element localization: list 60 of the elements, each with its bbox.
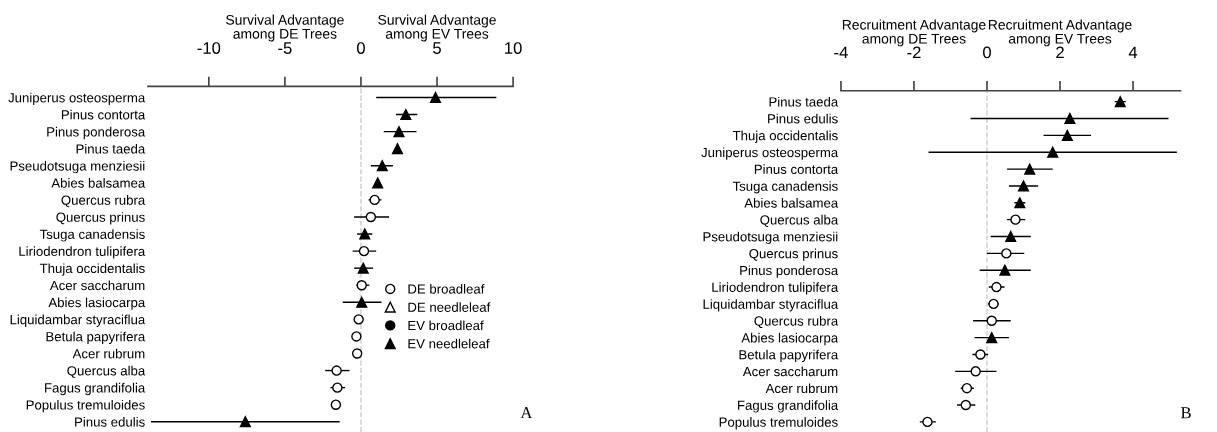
- y-tick-label: Tsuga canadensis: [39, 229, 145, 242]
- y-tick-label: Tsuga canadensis: [732, 181, 838, 194]
- y-tick-label: Populus tremuloides: [719, 417, 838, 430]
- x-tick-label: 5: [433, 42, 441, 54]
- text: Recruitment Advantage among EV Trees: [988, 19, 1132, 47]
- y-tick-label: Thuja occidentalis: [39, 263, 145, 276]
- x-tick-label: -2: [907, 46, 921, 59]
- y-tick-label: Quercus prinus: [749, 248, 838, 261]
- legend-label: EV broadleaf: [408, 320, 484, 331]
- y-tick-label: Pinus taeda: [76, 143, 146, 154]
- y-tick-label: Acer saccharum: [742, 366, 838, 377]
- y-tick-label: Populus tremuloides: [26, 399, 145, 413]
- text: Survival Advantage among DE Trees: [226, 14, 344, 42]
- x-tick-label: 2: [1056, 46, 1064, 59]
- legend-label: DE needleleaf: [408, 302, 491, 312]
- y-tick-label: Betula papyrifera: [739, 349, 839, 362]
- y-tick-label: Abies balsamea: [51, 178, 146, 188]
- y-tick-label: Quercus rubra: [754, 315, 839, 329]
- y-tick-label: Pinus ponderosa: [740, 265, 839, 278]
- y-tick-label: Acer rubrum: [765, 383, 838, 394]
- y-tick-label: Pseudotsuga menziesii: [10, 160, 145, 174]
- legend-label: DE broadleaf: [408, 283, 485, 294]
- x-tick-label: 10: [505, 42, 522, 54]
- legend-label: EV needleleaf: [408, 338, 490, 349]
- y-tick-label: Pinus taeda: [769, 96, 839, 107]
- y-tick-label: Quercus alba: [760, 214, 839, 227]
- y-tick-label: Pseudotsuga menziesii: [703, 231, 838, 245]
- y-tick-label: Liriodendron tulipifera: [19, 246, 146, 259]
- y-tick-label: Liquidambar styraciflua: [10, 314, 146, 327]
- text: A: [520, 407, 533, 419]
- y-tick-label: Pinus contorta: [61, 109, 146, 120]
- y-tick-label: Acer saccharum: [49, 280, 145, 291]
- y-tick-label: Liquidambar styraciflua: [703, 299, 839, 312]
- text: Recruitment Advantage among DE Trees: [842, 19, 986, 47]
- x-tick-label: 0: [983, 46, 991, 59]
- y-tick-label: Acer rubrum: [72, 348, 145, 359]
- x-tick-label: 4: [1128, 46, 1138, 59]
- y-tick-label: Thuja occidentalis: [732, 130, 838, 143]
- y-tick-label: Abies lasiocarpa: [741, 332, 839, 346]
- x-tick-label: -5: [278, 42, 292, 54]
- y-tick-label: Abies lasiocarpa: [48, 297, 146, 310]
- y-tick-label: Betula papyrifera: [46, 331, 146, 344]
- y-tick-label: Fagus grandifolia: [738, 400, 839, 413]
- y-tick-label: Abies balsamea: [744, 198, 839, 208]
- y-tick-label: Pinus edulis: [75, 416, 145, 427]
- y-tick-label: Quercus prinus: [56, 212, 145, 225]
- y-tick-label: Juniperus osteosperma: [8, 92, 146, 106]
- y-tick-label: Pinus edulis: [768, 113, 838, 124]
- y-tick-label: Quercus rubra: [61, 195, 146, 208]
- y-tick-label: Liriodendron tulipifera: [712, 282, 839, 295]
- y-tick-label: Quercus alba: [67, 365, 146, 378]
- y-tick-label: Fagus grandifolia: [45, 382, 146, 396]
- x-tick-label: 0: [356, 42, 365, 54]
- y-tick-label: Pinus ponderosa: [47, 126, 146, 140]
- y-tick-label: Juniperus osteosperma: [701, 147, 839, 160]
- text: B: [1180, 407, 1191, 419]
- y-tick-label: Pinus contorta: [754, 164, 839, 174]
- x-tick-label: -10: [197, 42, 221, 54]
- x-tick-label: -4: [834, 46, 848, 59]
- text: Survival Advantage among EV Trees: [378, 14, 496, 42]
